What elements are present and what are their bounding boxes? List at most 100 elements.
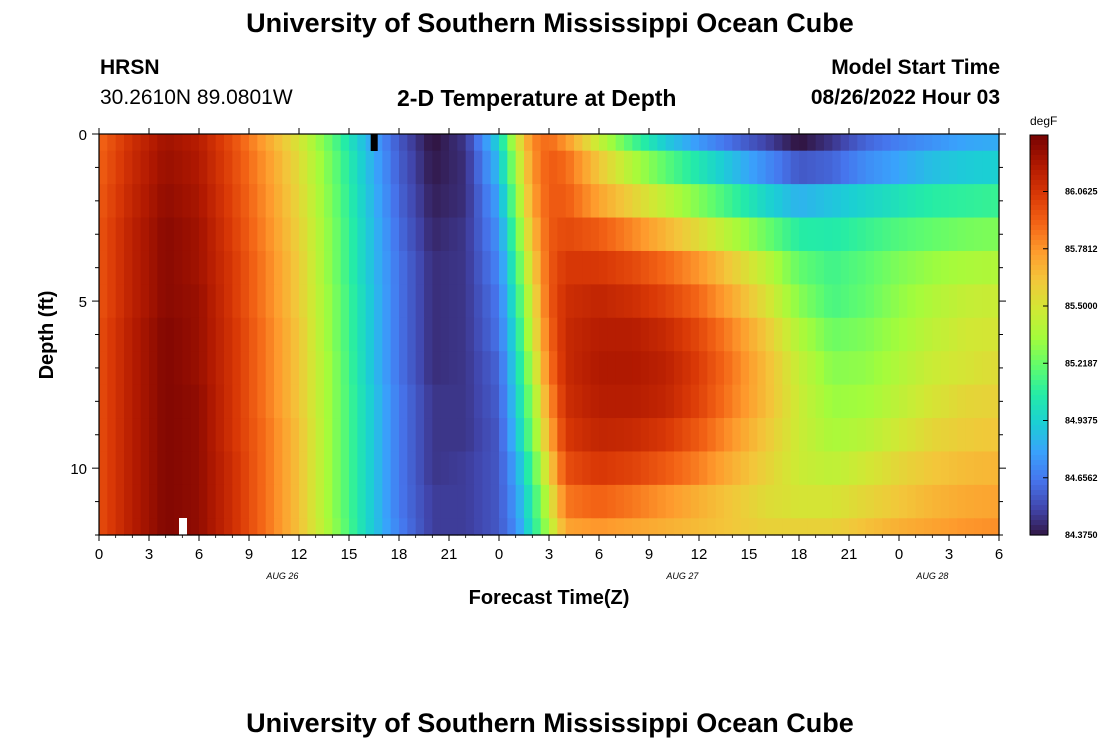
heatmap-cell [132, 418, 142, 453]
heatmap-cell [965, 518, 975, 536]
heatmap-cell [549, 250, 558, 285]
heatmap-cell [307, 184, 317, 219]
heatmap-cell [774, 184, 783, 219]
heatmap-cell [965, 250, 975, 285]
heatmap-cell [540, 317, 550, 352]
colorbar-label: 84.9375 [1065, 415, 1098, 425]
heatmap-cell [215, 384, 225, 419]
heatmap-cell [782, 217, 792, 252]
heatmap-cell [232, 134, 242, 152]
heatmap-cell [624, 317, 633, 352]
heatmap-cell [732, 484, 742, 519]
heatmap-cell [532, 518, 542, 536]
heatmap-cell [107, 351, 117, 386]
heatmap-cell [124, 484, 133, 519]
heatmap-cell [657, 317, 667, 352]
heatmap-cell [357, 134, 367, 152]
heatmap-cell [557, 351, 567, 386]
heatmap-cell [115, 150, 125, 185]
heatmap-cell [615, 150, 625, 185]
heatmap-cell [407, 451, 417, 486]
heatmap-cell [357, 484, 367, 519]
heatmap-cell [765, 184, 775, 219]
heatmap-cell [615, 351, 625, 386]
heatmap-cell [124, 134, 133, 152]
heatmap-cell [115, 184, 125, 219]
heatmap-cell [640, 418, 650, 453]
heatmap-cell [882, 384, 892, 419]
heatmap-cell [615, 217, 625, 252]
heatmap-cell [274, 250, 283, 285]
heatmap-cell [274, 184, 283, 219]
heatmap-cell [382, 217, 392, 252]
heatmap-cell [599, 250, 608, 285]
heatmap-cell [407, 418, 417, 453]
heatmap-cell [665, 451, 675, 486]
heatmap-cell [574, 451, 583, 486]
heatmap-cell [915, 351, 925, 386]
heatmap-cell [407, 284, 417, 319]
heatmap-cell [665, 150, 675, 185]
heatmap-cell [157, 518, 167, 536]
heatmap-cell [857, 484, 867, 519]
heatmap-cell [982, 250, 992, 285]
heatmap-cell [690, 250, 700, 285]
heatmap-cell [449, 518, 458, 536]
heatmap-cell [557, 418, 567, 453]
heatmap-cell [207, 384, 217, 419]
heatmap-cell [724, 518, 733, 536]
heatmap-cell [274, 418, 283, 453]
heatmap-cell [290, 518, 300, 536]
heatmap-cell [365, 284, 375, 319]
heatmap-cell [174, 150, 183, 185]
heatmap-cell [165, 384, 175, 419]
heatmap-cell [882, 451, 892, 486]
heatmap-cell [390, 351, 400, 386]
heatmap-cell [957, 418, 967, 453]
heatmap-cell [365, 351, 375, 386]
heatmap-cell [382, 384, 392, 419]
heatmap-cell [749, 484, 758, 519]
heatmap-cell [982, 384, 992, 419]
heatmap-cell [232, 184, 242, 219]
heatmap-cell [932, 384, 942, 419]
heatmap-cell [524, 134, 533, 152]
heatmap-cell [807, 184, 817, 219]
heatmap-cell [140, 217, 150, 252]
heatmap-cell [265, 518, 275, 536]
heatmap-cell [457, 184, 467, 219]
heatmap-cell [249, 317, 258, 352]
heatmap-cell [349, 250, 358, 285]
heatmap-cell [224, 451, 233, 486]
heatmap-cell [282, 317, 292, 352]
heatmap-cell [224, 484, 233, 519]
colorbar-segment [1030, 215, 1048, 221]
heatmap-cell [440, 250, 450, 285]
heatmap-cell [532, 217, 542, 252]
heatmap-cell [924, 150, 933, 185]
heatmap-cell [857, 284, 867, 319]
heatmap-cell [524, 484, 533, 519]
heatmap-cell [465, 150, 475, 185]
heatmap-cell [599, 134, 608, 152]
heatmap-cell [457, 250, 467, 285]
heatmap-cell [449, 150, 458, 185]
heatmap-cell [182, 184, 192, 219]
heatmap-cell [640, 351, 650, 386]
heatmap-cell [657, 518, 667, 536]
heatmap-cell [474, 451, 483, 486]
y-tick-label: 5 [79, 294, 87, 311]
heatmap-cell [265, 484, 275, 519]
heatmap-cell [207, 150, 217, 185]
heatmap-cell [774, 150, 783, 185]
heatmap-cell [365, 134, 375, 152]
heatmap-cell [749, 134, 758, 152]
heatmap-cell [782, 518, 792, 536]
heatmap-cell [857, 150, 867, 185]
heatmap-cell [424, 217, 433, 252]
heatmap-cell [199, 250, 208, 285]
heatmap-cell [174, 217, 183, 252]
heatmap-cell [357, 150, 367, 185]
heatmap-cell [807, 484, 817, 519]
heatmap-cell [165, 134, 175, 152]
